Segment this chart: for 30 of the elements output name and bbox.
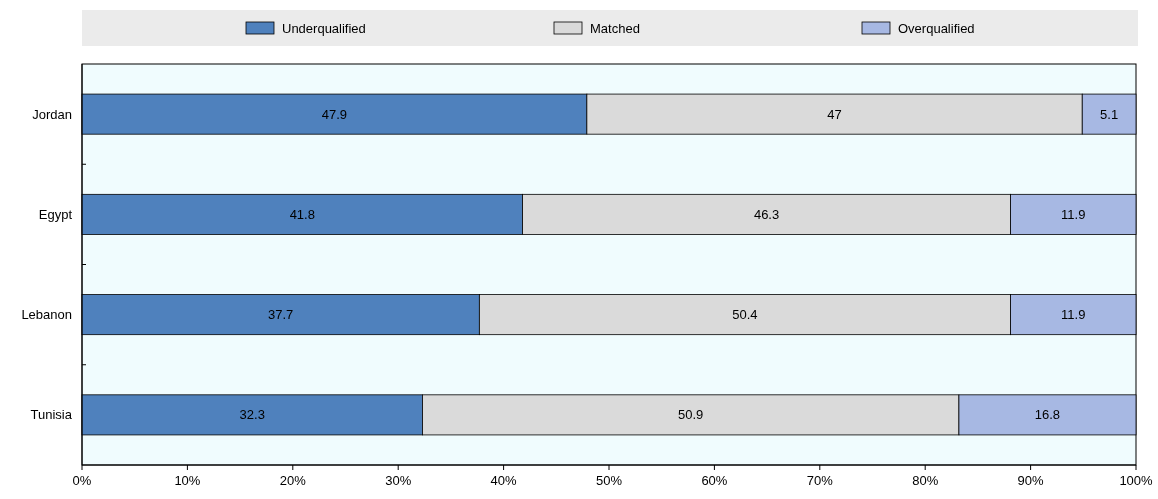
x-tick-label: 10% — [174, 473, 201, 488]
data-label: 47 — [827, 106, 842, 122]
x-tick-label: 60% — [701, 473, 728, 488]
x-tick-label: 30% — [385, 473, 412, 488]
y-tick-label: Egypt — [38, 206, 73, 222]
data-label: 16.8 — [1034, 407, 1061, 423]
y-tick-label: Jordan — [32, 106, 72, 122]
x-tick-label: 40% — [490, 473, 518, 488]
legend-label: Overqualified — [898, 20, 975, 36]
x-tick-label: 70% — [806, 473, 834, 488]
y-tick-label: Lebanon — [21, 307, 72, 323]
data-label: 46.3 — [753, 206, 780, 222]
x-tick-label: 50% — [595, 473, 623, 488]
data-label: 41.8 — [289, 206, 315, 222]
data-label: 50.4 — [732, 307, 758, 323]
legend-label: Matched — [590, 20, 640, 36]
data-label: 11.9 — [1061, 206, 1086, 222]
data-label: 5.1 — [1100, 106, 1119, 122]
data-label: 37.7 — [268, 307, 294, 323]
x-tick-label: 20% — [279, 473, 307, 488]
data-label: 32.3 — [239, 407, 265, 423]
y-tick-label: Tunisia — [30, 407, 73, 423]
x-tick-label: 100% — [1119, 473, 1154, 488]
data-label: 11.9 — [1061, 307, 1086, 323]
legend-label: Underqualified — [282, 20, 366, 36]
x-tick-label: 80% — [912, 473, 939, 488]
x-tick-label: 90% — [1017, 473, 1045, 488]
data-label: 50.9 — [678, 407, 704, 423]
x-tick-label: 0% — [72, 473, 92, 488]
data-label: 47.9 — [321, 106, 348, 122]
